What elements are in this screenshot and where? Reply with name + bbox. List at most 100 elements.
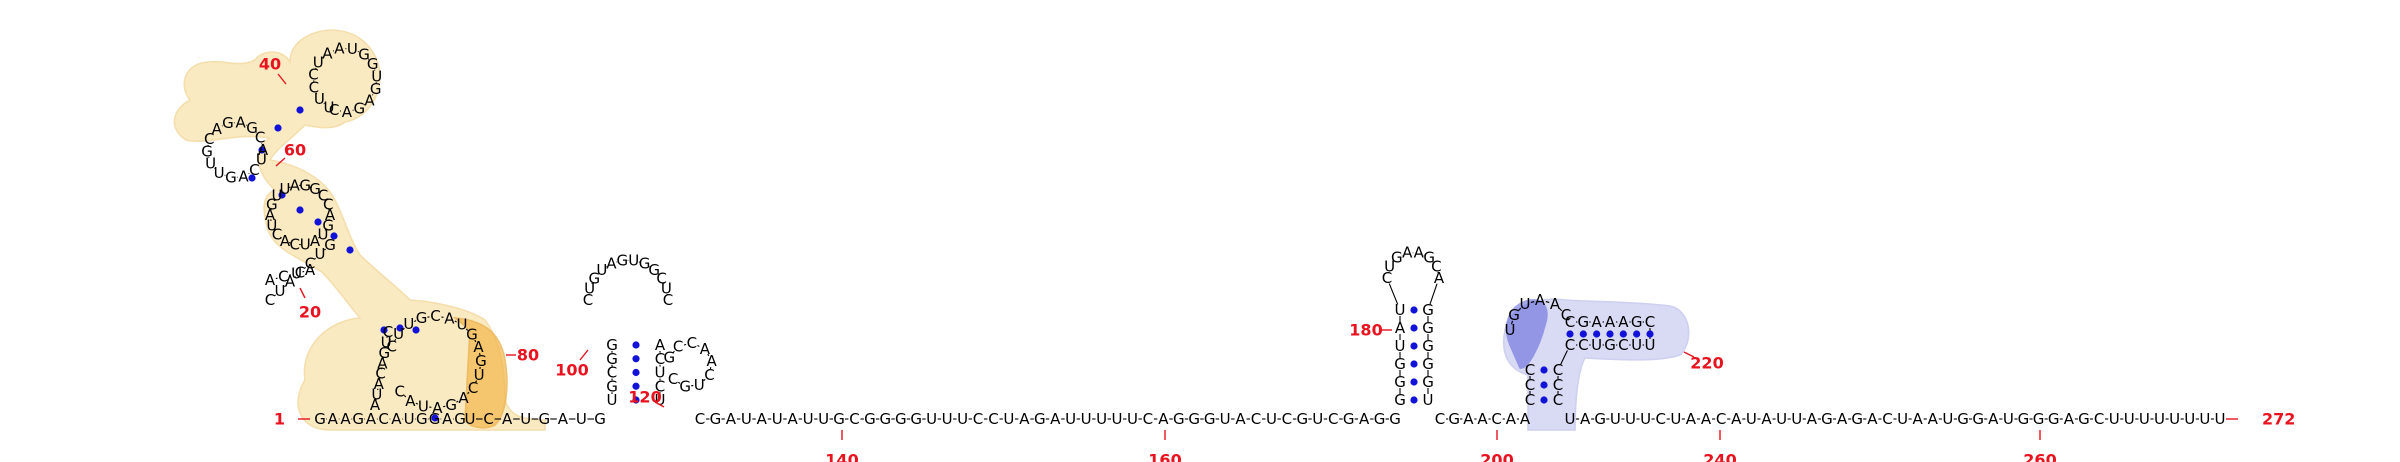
position-number: 180: [1349, 321, 1382, 340]
nucleotide-3prime-tail: G: [2018, 410, 2030, 428]
nucleotide-backbone: G: [710, 410, 722, 428]
backbone-link: [294, 276, 296, 279]
base-pair-dot: [1593, 330, 1601, 338]
nucleotide-backbone: G: [1389, 410, 1401, 428]
nucleotide-hairpin-1-stem: G: [324, 236, 336, 254]
nucleotide-3prime-tail: C: [2094, 410, 2104, 428]
nucleotide-hairpin-1-loop-a: U: [300, 236, 311, 254]
nucleotide-hairpin-1-loop-c: A: [364, 92, 375, 110]
nucleotide-3prime-tail: U: [1897, 410, 1908, 428]
nucleotide-3prime-tail: U: [2154, 410, 2165, 428]
nucleotide-backbone: U: [1312, 410, 1323, 428]
backbone-link: [324, 228, 327, 231]
nucleotide-hairpin-2: U: [661, 280, 672, 298]
backbone-link: [280, 236, 282, 239]
nucleotide-backbone: A: [726, 410, 737, 428]
nucleotide-backbone: C: [1491, 410, 1501, 428]
nucleotide-backbone: G: [895, 410, 907, 428]
nucleotide-hairpin-4: G: [1422, 373, 1434, 391]
backbone-link: [454, 320, 457, 323]
nucleotide-backbone: U: [1003, 410, 1014, 428]
nucleotide-hairpin-1-loop-c: G: [354, 100, 366, 118]
nucleotide-hairpin-3: C: [1618, 336, 1628, 354]
base-pair-dot: [632, 382, 640, 390]
nucleotide-hairpin-4: G: [1423, 249, 1435, 267]
nucleotide-backbone: U: [1081, 410, 1092, 428]
nucleotide-hairpin-4: C: [1382, 269, 1392, 287]
base-pair-dot: [1646, 330, 1654, 338]
backbone-link: [703, 378, 706, 382]
backbone-link: [1560, 350, 1568, 365]
nucleotide-3prime-tail: G: [2033, 410, 2045, 428]
nucleotide-hairpin-3: U: [1631, 336, 1642, 354]
nucleotide-hairpin-1-loop-a: G: [309, 180, 321, 198]
nucleotide-3prime-tail: A: [2064, 410, 2075, 428]
backbone-link: [707, 353, 710, 357]
nucleotide-backbone: A: [1520, 410, 1531, 428]
nucleotide-hairpin-1-loop-b: A: [212, 120, 223, 138]
base-pair-dot: [296, 206, 304, 214]
nucleotide-backbone: U: [1065, 410, 1076, 428]
nucleotide-backbone: G: [594, 410, 606, 428]
position-tick: [1683, 351, 1695, 358]
backbone-link: [1517, 307, 1522, 312]
backbone-link: [314, 257, 316, 260]
nucleotide-hairpin-2: C: [663, 291, 673, 309]
base-pair-dot: [296, 106, 304, 114]
nucleotide-3prime-tail: C: [1716, 410, 1726, 428]
nucleotide-3prime-tail: G: [1821, 410, 1833, 428]
nucleotide-backbone: G: [880, 410, 892, 428]
nucleotide-hairpin-3: U: [1520, 295, 1531, 313]
nucleotide-hairpin-1-loop-b: A: [258, 141, 269, 159]
nucleotide-hairpin-4: G: [1422, 337, 1434, 355]
nucleotide-hairpin-1-loop-b: G: [225, 169, 237, 187]
nucleotide-3prime-tail: G: [1972, 410, 1984, 428]
nucleotide-hairpin-4: A: [1434, 269, 1445, 287]
nucleotide-hairpin-1-loop-b: U: [205, 155, 216, 173]
nucleotide-hairpin-3: U: [1505, 321, 1516, 339]
nucleotide-hairpin-1-loop-c: U: [313, 53, 324, 71]
nucleotide-backbone: G: [833, 410, 845, 428]
nucleotide-hairpin-1-stem: U: [315, 245, 326, 263]
nucleotide-hairpin-1-loop-a: U: [280, 180, 291, 198]
nucleotide-hairpin-1-loop-c: U: [314, 90, 325, 108]
backbone-link: [1388, 283, 1399, 305]
nucleotide-hairpin-1-loop-c: G: [370, 80, 382, 98]
nucleotide-hairpin-1-loop-a: G: [322, 216, 334, 234]
nucleotide-backbone: G: [1448, 410, 1460, 428]
highlight-regions: [173, 29, 1690, 431]
nucleotide-hairpin-1-loop-b: G: [246, 119, 258, 137]
nucleotide-3prime-tail: U: [2199, 410, 2210, 428]
backbone-link: [413, 320, 417, 323]
nucleotide-3prime-tail: U: [2003, 410, 2014, 428]
nucleotide-backbone: A: [1019, 410, 1030, 428]
nucleotide-backbone: U: [772, 410, 783, 428]
nucleotide-hairpin-1-loop-c: A: [342, 103, 353, 121]
nucleotide-hairpin-2: G: [606, 350, 618, 368]
base-pair-dot: [632, 341, 640, 349]
base-pair-dot: [278, 191, 286, 199]
nucleotide-hairpin-2: C: [655, 377, 665, 395]
nucleotide-3prime-tail: U: [2139, 410, 2150, 428]
base-pair-dot: [1410, 360, 1418, 368]
nucleotide-hairpin-2b: C: [668, 370, 678, 388]
nucleotide-hairpin-1-loop-c: C: [309, 78, 319, 96]
nucleotide-hairpin-1: A: [405, 392, 416, 410]
nucleotide-hairpin-4: U: [1395, 337, 1406, 355]
nucleotide-3prime-tail: A: [1928, 410, 1939, 428]
nucleotide-hairpin-1: A: [370, 396, 381, 414]
nucleotide-hairpin-1-loop-b: C: [204, 130, 214, 148]
nucleotide-hairpin-1: U: [456, 316, 467, 334]
nucleotide-backbone: U: [520, 410, 531, 428]
nucleotide-hairpin-1-loop-a: U: [272, 187, 283, 205]
nucleotide-3prime-tail: G: [2078, 410, 2090, 428]
nucleotide-3prime-tail: A: [1761, 410, 1772, 428]
base-pair-dot: [632, 368, 640, 377]
nucleotide-hairpin-1-loop-b: A: [238, 168, 249, 186]
position-number: 20: [299, 303, 321, 322]
backbone-link: [1511, 320, 1513, 325]
nucleotide-backbone: G: [1204, 410, 1216, 428]
nucleotide-hairpin-4: A: [1402, 244, 1413, 262]
backbone-links: [207, 48, 2214, 420]
